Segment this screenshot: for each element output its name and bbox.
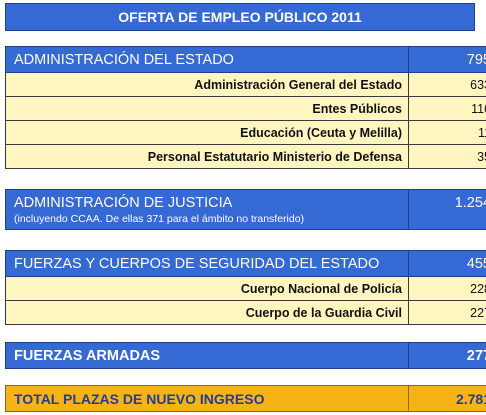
- section-fuerzas-armadas: FUERZAS ARMADAS 277: [5, 342, 486, 369]
- row-value: 35: [408, 144, 486, 169]
- row-label: Educación (Ceuta y Melilla): [5, 120, 409, 145]
- section-header-cell: ADMINISTRACIÓN DE JUSTICIA (incluyendo C…: [5, 189, 409, 230]
- section-header-row: FUERZAS ARMADAS 277: [5, 342, 486, 369]
- row-value: 228: [408, 276, 486, 301]
- table-row: Cuerpo de la Guardia Civil 227: [5, 300, 486, 325]
- table-row: Administración General del Estado 633: [5, 72, 486, 97]
- section-header-row: FUERZAS Y CUERPOS DE SEGURIDAD DEL ESTAD…: [5, 250, 486, 277]
- table-row: Entes Públicos 116: [5, 96, 486, 121]
- table-title: OFERTA DE EMPLEO PÚBLICO 2011: [5, 3, 475, 31]
- row-label: Cuerpo de la Guardia Civil: [5, 300, 409, 325]
- section-header-label: FUERZAS ARMADAS: [5, 342, 409, 369]
- row-label: Entes Públicos: [5, 96, 409, 121]
- section-header-value: 795: [408, 46, 486, 73]
- section-administracion-estado: ADMINISTRACIÓN DEL ESTADO 795 Administra…: [5, 46, 486, 169]
- table-row: Educación (Ceuta y Melilla) 11: [5, 120, 486, 145]
- section-header-label: ADMINISTRACIÓN DE JUSTICIA: [14, 195, 233, 211]
- row-label: Cuerpo Nacional de Policía: [5, 276, 409, 301]
- row-label: Administración General del Estado: [5, 72, 409, 97]
- total-label: TOTAL PLAZAS DE NUEVO INGRESO: [5, 385, 409, 412]
- section-administracion-justicia: ADMINISTRACIÓN DE JUSTICIA (incluyendo C…: [5, 189, 486, 230]
- section-header-row: ADMINISTRACIÓN DEL ESTADO 795: [5, 46, 486, 73]
- section-header-value: 277: [408, 342, 486, 369]
- row-value: 116: [408, 96, 486, 121]
- section-header-value: 455: [408, 250, 486, 277]
- row-value: 11: [408, 120, 486, 145]
- table-row: Cuerpo Nacional de Policía 228: [5, 276, 486, 301]
- row-label: Personal Estatutario Ministerio de Defen…: [5, 144, 409, 169]
- table-row: Personal Estatutario Ministerio de Defen…: [5, 144, 486, 169]
- section-header-label: FUERZAS Y CUERPOS DE SEGURIDAD DEL ESTAD…: [5, 250, 409, 277]
- section-header-row: ADMINISTRACIÓN DE JUSTICIA (incluyendo C…: [5, 189, 486, 230]
- section-fuerzas-seguridad: FUERZAS Y CUERPOS DE SEGURIDAD DEL ESTAD…: [5, 250, 486, 325]
- section-header-value: 1.254: [408, 189, 486, 230]
- row-value: 633: [408, 72, 486, 97]
- section-header-label: ADMINISTRACIÓN DEL ESTADO: [5, 46, 409, 73]
- row-value: 227: [408, 300, 486, 325]
- section-total: TOTAL PLAZAS DE NUEVO INGRESO 2.781: [5, 385, 486, 412]
- total-value: 2.781: [408, 385, 486, 412]
- section-header-note: (incluyendo CCAA. De ellas 371 para el á…: [14, 213, 305, 225]
- total-row: TOTAL PLAZAS DE NUEVO INGRESO 2.781: [5, 385, 486, 412]
